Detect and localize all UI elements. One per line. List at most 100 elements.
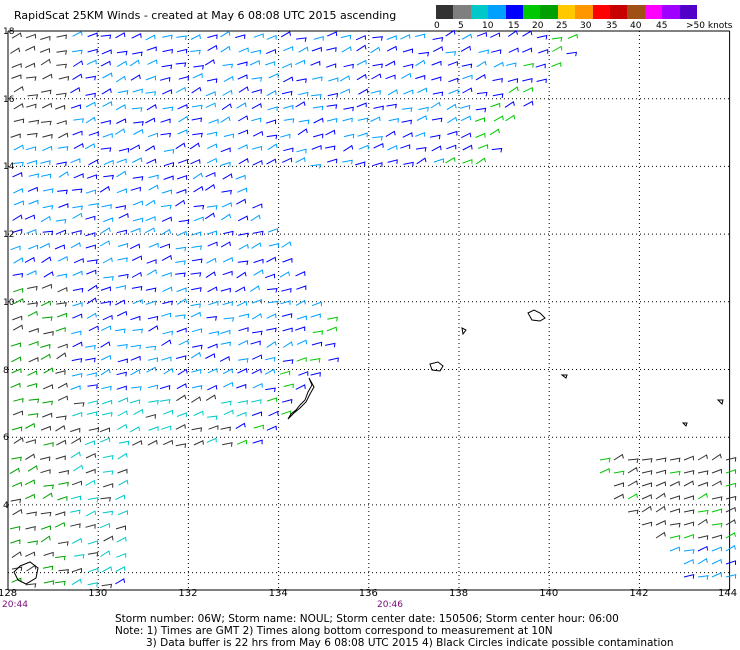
wind-barb: [357, 132, 368, 138]
wind-barb: [416, 157, 427, 165]
wind-barb: [26, 270, 37, 276]
wind-barb: [387, 159, 398, 164]
wind-barb: [147, 439, 158, 446]
wind-barb: [87, 582, 99, 587]
wind-barb: [683, 549, 695, 554]
wind-barb: [88, 131, 99, 137]
wind-barb: [11, 456, 22, 462]
wind-barb: [373, 142, 384, 149]
wind-barb: [24, 256, 35, 263]
wind-barb: [418, 106, 429, 112]
wind-barb: [415, 147, 427, 152]
wind-barb: [190, 272, 202, 277]
wind-barb: [9, 525, 21, 531]
wind-barb: [295, 157, 306, 164]
wind-barb: [493, 61, 504, 68]
wind-barb: [655, 457, 667, 463]
wind-barb: [42, 73, 53, 80]
wind-barb: [99, 427, 111, 433]
wind-barb: [599, 468, 610, 474]
wind-barb: [72, 49, 83, 55]
wind-barb: [42, 412, 53, 418]
latitude-label: 10: [3, 297, 15, 308]
wind-barb: [446, 103, 457, 111]
wind-barb: [206, 437, 217, 443]
wind-barb: [280, 133, 291, 139]
wind-barb: [311, 301, 322, 307]
wind-barb: [70, 242, 81, 249]
wind-barb: [223, 133, 235, 139]
legend-swatch: [453, 5, 471, 19]
wind-barb: [326, 104, 338, 109]
legend-label: 20: [532, 21, 544, 31]
wind-barb: [281, 398, 293, 404]
wind-barb: [536, 78, 547, 84]
wind-barb: [193, 65, 204, 70]
wind-barb: [207, 343, 218, 349]
wind-barb: [148, 174, 159, 180]
wind-barb: [283, 383, 294, 389]
wind-barb: [42, 145, 53, 152]
wind-barb: [237, 187, 248, 193]
wind-barb: [415, 74, 426, 80]
wind-barb: [207, 241, 218, 247]
wind-barb: [145, 117, 156, 124]
wind-barb: [711, 453, 722, 461]
wind-barb: [251, 411, 263, 417]
longitude-label: 142: [629, 588, 649, 599]
wind-barb: [252, 354, 263, 360]
wind-barb: [159, 398, 171, 404]
wind-barb: [131, 33, 142, 39]
wind-barb: [175, 62, 187, 68]
wind-barb: [251, 298, 262, 304]
wind-barb: [298, 371, 309, 376]
wind-barb: [70, 427, 81, 433]
wind-barb: [160, 312, 172, 318]
wind-barb: [295, 299, 306, 306]
wind-barb: [117, 257, 128, 262]
wind-barb: [58, 469, 70, 475]
wind-barb: [206, 78, 218, 83]
wind-barb: [235, 286, 246, 293]
wind-barb: [40, 300, 52, 307]
wind-barb: [145, 145, 156, 152]
wind-barb: [85, 357, 96, 363]
wind-barb: [131, 386, 142, 391]
wind-barb: [116, 536, 127, 543]
wind-barb: [683, 558, 694, 565]
wind-barb: [70, 495, 82, 501]
wind-barb: [71, 578, 82, 586]
wind-barb: [175, 355, 187, 360]
wind-barb: [55, 455, 66, 461]
wind-barb: [265, 387, 276, 393]
wind-barb: [116, 229, 128, 235]
wind-barb: [252, 382, 263, 389]
wind-barb: [57, 382, 68, 389]
wind-barb: [102, 399, 113, 405]
wind-barb: [176, 48, 188, 54]
wind-barb: [343, 144, 354, 152]
wind-barb: [220, 45, 231, 53]
wind-barb: [72, 302, 83, 307]
wind-barb: [131, 285, 143, 291]
wind-barb: [205, 102, 216, 108]
wind-barb: [71, 437, 82, 444]
wind-barb: [266, 48, 277, 55]
wind-barb: [177, 158, 189, 164]
wind-barb: [266, 397, 278, 402]
wind-barb: [236, 271, 247, 279]
wind-barb: [266, 327, 277, 333]
wind-barb: [238, 86, 249, 93]
legend-label: 30: [580, 21, 592, 31]
wind-barb: [251, 117, 262, 123]
wind-barb: [116, 188, 127, 194]
wind-barb: [265, 119, 277, 125]
wind-barb: [343, 63, 354, 69]
wind-barb: [326, 31, 338, 37]
wind-barb: [711, 546, 722, 552]
wind-barb: [386, 35, 397, 40]
wind-barb: [655, 505, 666, 513]
wind-barb: [40, 35, 51, 41]
latitude-label: 16: [3, 94, 15, 105]
